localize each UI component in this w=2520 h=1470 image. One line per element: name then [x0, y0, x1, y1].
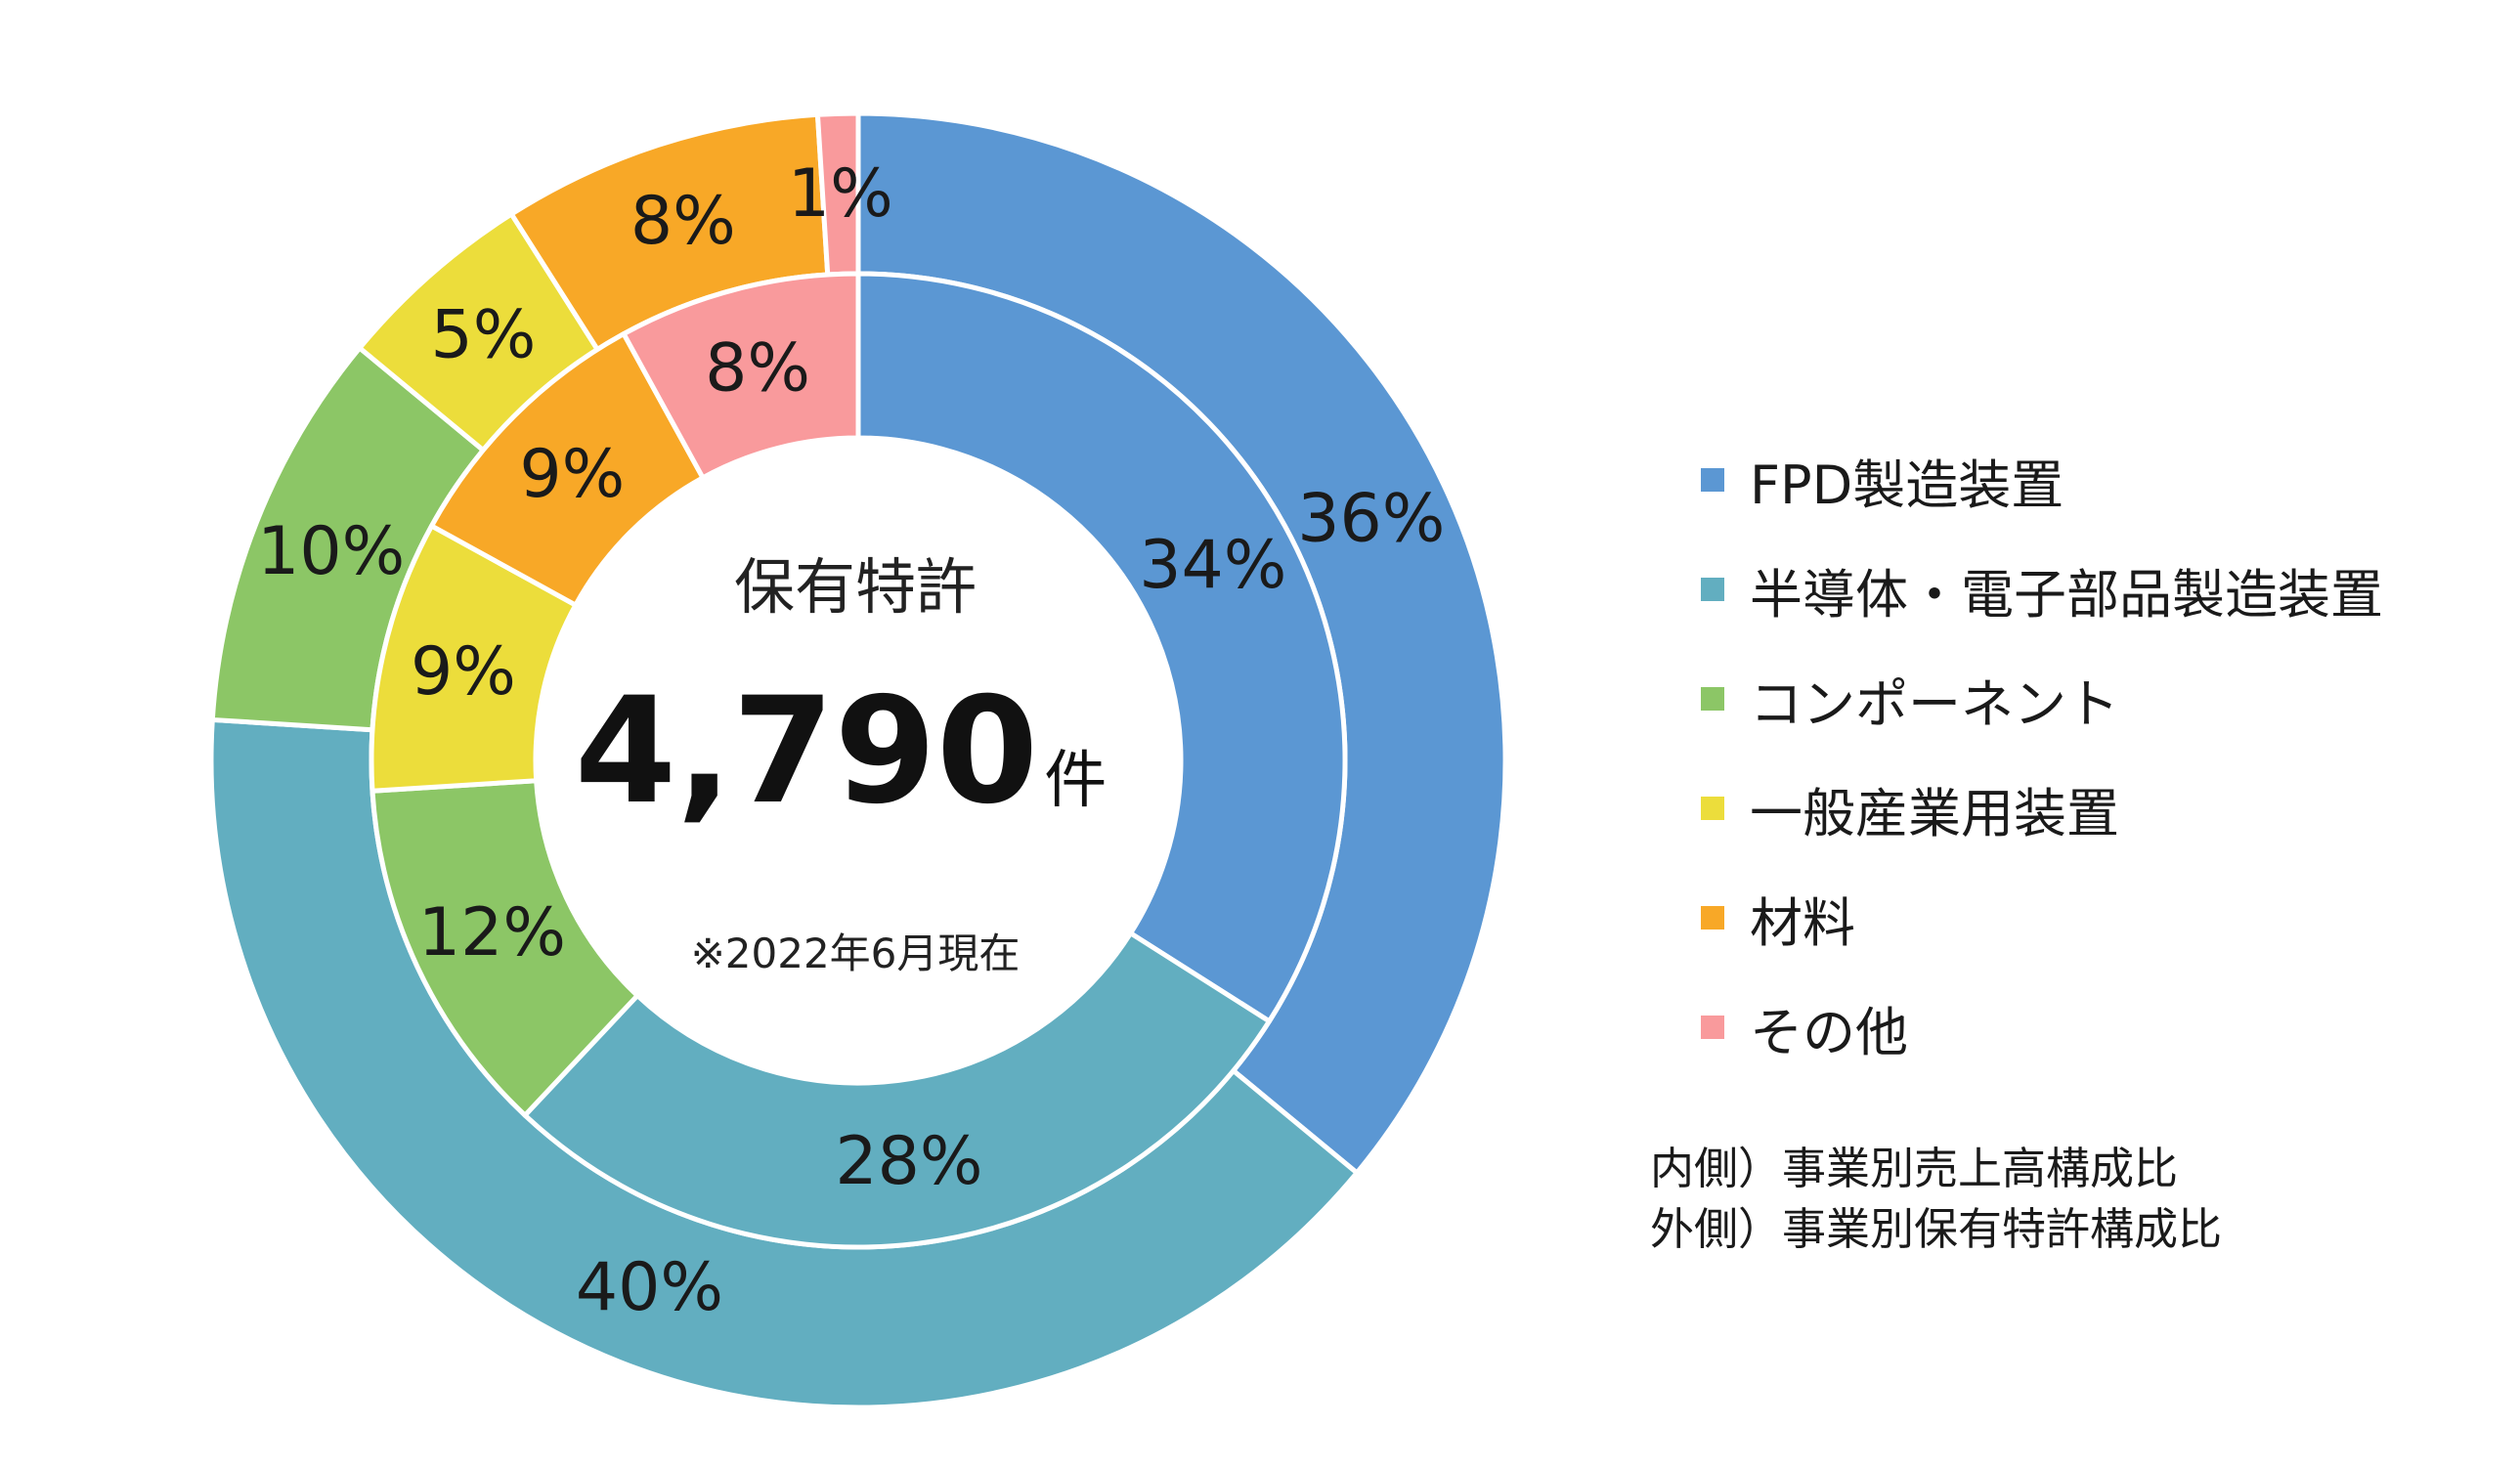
legend-label: 一般産業用装置 — [1750, 782, 2119, 844]
inner-slice — [522, 930, 1272, 1250]
legend-swatch — [1701, 578, 1724, 601]
legend-swatch — [1701, 687, 1724, 711]
outer-ring-note: 外側）事業別保有特許構成比 — [1650, 1203, 2223, 1255]
inner-ring-note: 内側）事業別売上高構成比 — [1650, 1143, 2179, 1194]
outer-slice-label: 36% — [1297, 481, 1445, 558]
legend-label: 材料 — [1750, 891, 1855, 954]
ring-labels: 36% 40% 10% 5% 8% 1% 34% 28% 12% 9% 9% 8% — [257, 155, 1445, 1326]
legend-swatch — [1701, 468, 1724, 492]
legend-item: その他 — [1701, 973, 2383, 1082]
legend-label: FPD製造装置 — [1750, 454, 2064, 516]
legend-item: FPD製造装置 — [1701, 425, 2383, 535]
outer-slice-label: 40% — [576, 1249, 723, 1326]
legend: FPD製造装置 半導体・電子部品製造装置 コンポーネント 一般産業用装置 材料 … — [1701, 425, 2383, 1082]
inner-slice-label: 12% — [418, 894, 566, 972]
center-unit: 件 — [1044, 745, 1107, 817]
legend-item: コンポーネント — [1701, 644, 2383, 754]
center-value: 4,790 — [575, 667, 1038, 837]
inner-slice-label: 28% — [835, 1123, 982, 1200]
legend-item: 一般産業用装置 — [1701, 754, 2383, 863]
legend-swatch — [1701, 906, 1724, 930]
legend-swatch — [1701, 797, 1724, 820]
inner-slice-label: 9% — [519, 436, 625, 513]
inner-slice-label: 9% — [411, 633, 516, 711]
inner-slice-label: 8% — [705, 330, 810, 408]
donut-chart: 36% 40% 10% 5% 8% 1% 34% 28% 12% 9% 9% 8% 保有特許 4,79… — [211, 113, 1505, 1407]
outer-slice-label: 10% — [257, 513, 405, 590]
legend-item: 半導体・電子部品製造装置 — [1701, 535, 2383, 644]
center-total: 4,790件 — [575, 667, 1107, 837]
legend-label: コンポーネント — [1750, 672, 2119, 735]
inner-slice-label: 34% — [1139, 527, 1286, 604]
legend-swatch — [1701, 1016, 1724, 1039]
ring-notes: 内側）事業別売上高構成比 外側）事業別保有特許構成比 — [1650, 1139, 2222, 1260]
outer-slice-label: 1% — [788, 155, 893, 233]
inner-ring — [369, 271, 1348, 1250]
outer-slice-label: 5% — [430, 296, 536, 373]
center-title: 保有特許 — [734, 551, 977, 623]
legend-item: 材料 — [1701, 863, 2383, 973]
center-note: ※2022年6月現在 — [691, 930, 1021, 977]
legend-label: その他 — [1750, 1001, 1908, 1063]
outer-slice-label: 8% — [630, 183, 736, 260]
inner-slice — [621, 271, 861, 481]
inner-slice — [855, 271, 1348, 1024]
legend-label: 半導体・電子部品製造装置 — [1750, 563, 2383, 626]
